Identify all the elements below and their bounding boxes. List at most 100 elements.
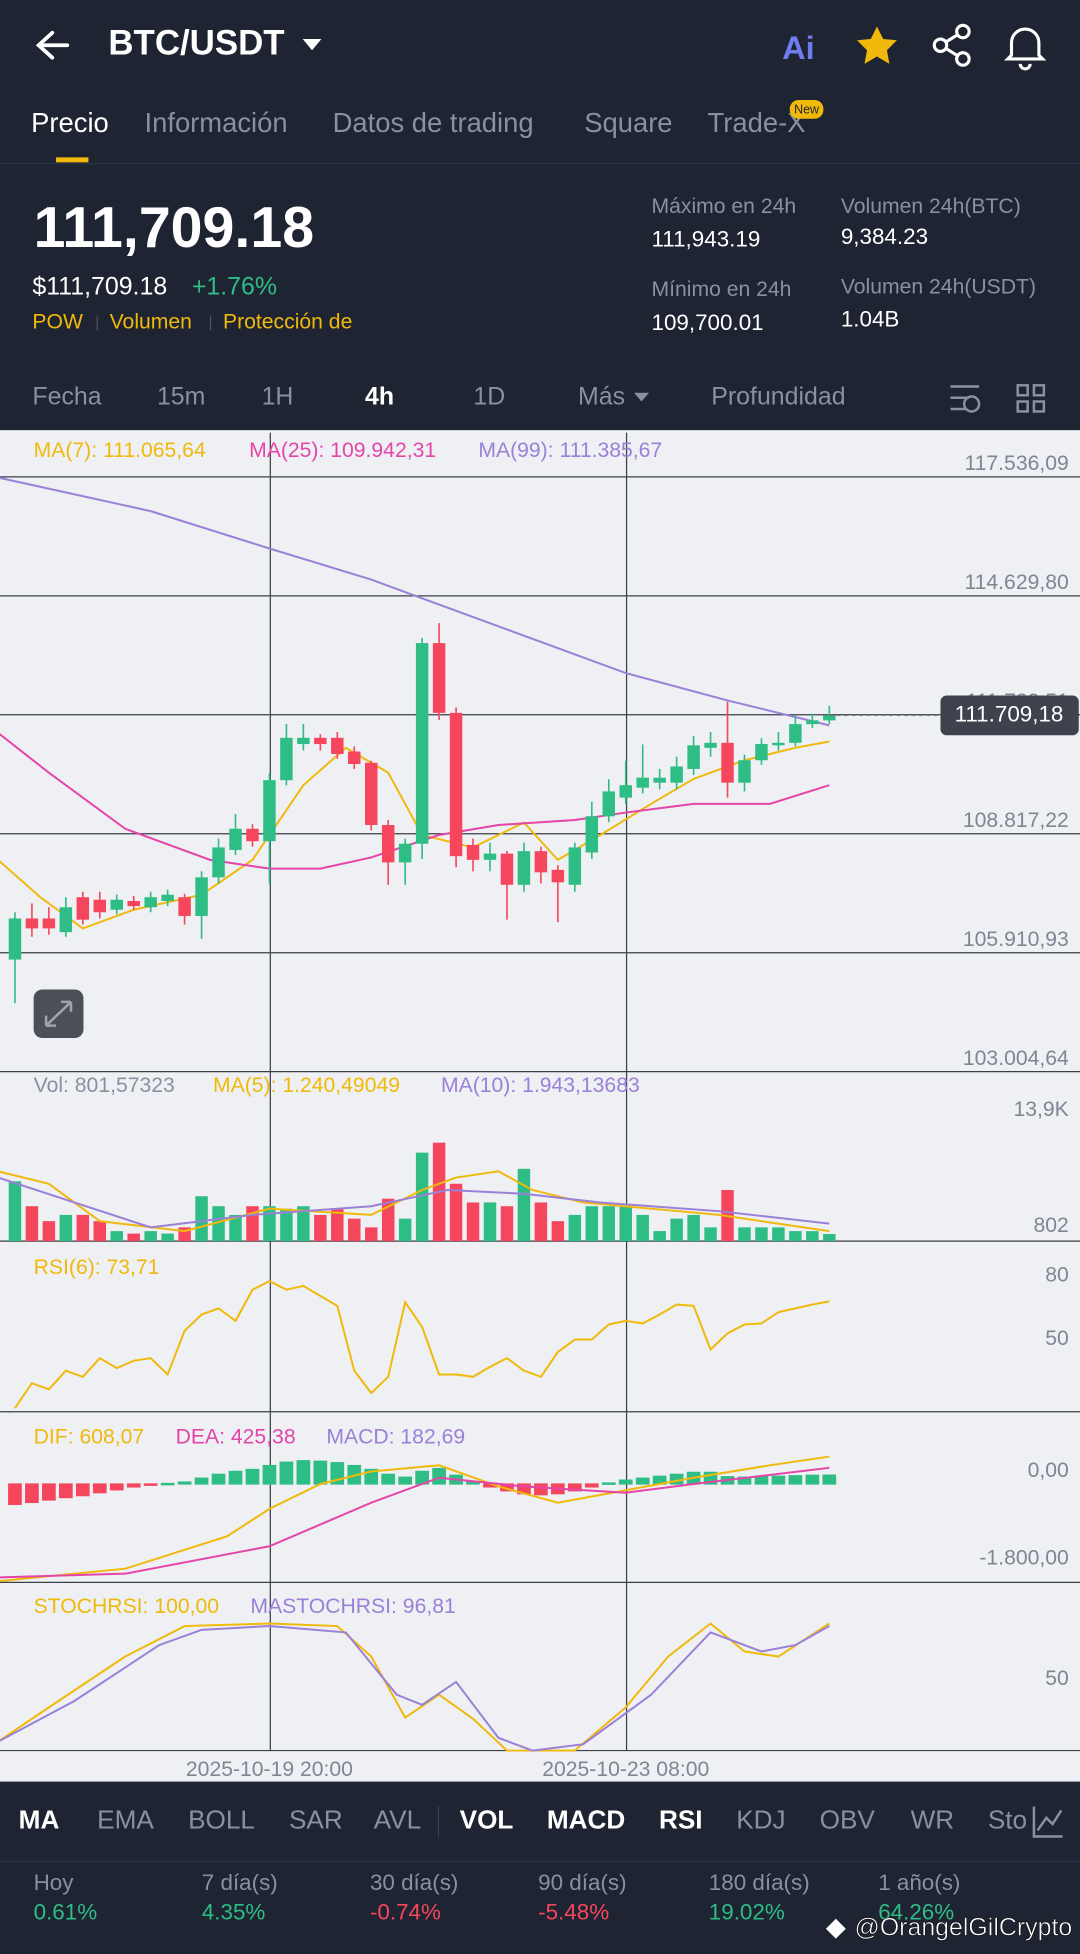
indicator-toggle[interactable]: KDJ	[736, 1804, 785, 1834]
tag[interactable]: POW	[32, 311, 83, 334]
interval[interactable]: 1H	[262, 382, 294, 410]
interval[interactable]: Más	[578, 382, 625, 410]
interval[interactable]: 1D	[473, 382, 505, 410]
volume-bar	[449, 1183, 463, 1242]
tab[interactable]: Información	[144, 107, 287, 138]
macd-bar	[8, 1483, 22, 1505]
macd-bar	[228, 1470, 243, 1485]
chart-bg	[0, 430, 1080, 1782]
pair-title[interactable]: BTC/USDT	[108, 23, 284, 62]
volume-bar	[602, 1206, 615, 1242]
alert-bell[interactable]	[1003, 27, 1047, 71]
chart-type-button[interactable]	[1032, 1806, 1063, 1838]
more-caret[interactable]	[634, 392, 649, 402]
volume-bar	[314, 1214, 327, 1242]
volume-bar	[704, 1227, 717, 1242]
ai-button[interactable]: Ai	[782, 30, 814, 66]
indicator-toggle[interactable]: Sto	[988, 1804, 1027, 1834]
indicator-toggle[interactable]: RSI	[659, 1804, 703, 1834]
macd-bar	[822, 1474, 837, 1485]
tag[interactable]: Volumen	[110, 311, 192, 334]
candle-body	[229, 828, 242, 850]
y-tick-label: 108.817,22	[963, 809, 1069, 832]
candle-body	[76, 897, 90, 920]
indicator-toggle[interactable]: SAR	[289, 1804, 343, 1834]
candle-body	[59, 907, 73, 933]
new-badge	[789, 100, 824, 119]
candle-body	[297, 737, 310, 745]
period-change: 0.61%	[34, 1900, 98, 1925]
volume-bar	[687, 1214, 700, 1242]
volume-bar	[738, 1227, 751, 1242]
candle-body	[415, 643, 429, 844]
interval-active[interactable]: 4h	[365, 382, 394, 410]
volume-bar	[670, 1218, 683, 1242]
indicator-line	[0, 1170, 830, 1233]
indicator-toggle[interactable]: WR	[911, 1804, 955, 1834]
indicator-toggle[interactable]: BOLL	[188, 1804, 255, 1834]
candle-body	[687, 745, 700, 769]
volume-bar	[110, 1231, 123, 1242]
volume-bar	[653, 1231, 666, 1242]
volume-bar	[500, 1206, 514, 1242]
candle-body	[127, 900, 140, 907]
period-change: -0.74%	[370, 1900, 441, 1925]
macd-bar	[534, 1483, 548, 1496]
tag[interactable]: Protección de	[223, 311, 352, 334]
volume-bar	[365, 1227, 378, 1242]
indicator-bar: MA EMA BOLL SAR AVL VOL MACD RSI KDJ OBV WR Sto	[19, 1804, 1027, 1834]
legend-entry: MA(99): 111.385,67	[478, 439, 662, 462]
indicator-toggle[interactable]: AVL	[374, 1804, 421, 1834]
indicator-settings[interactable]	[950, 385, 981, 413]
candle-body	[789, 724, 802, 743]
macd-bar	[92, 1483, 107, 1494]
macd-bar	[381, 1473, 396, 1485]
macd-bar	[398, 1476, 413, 1485]
indicator-toggle[interactable]: EMA	[97, 1804, 154, 1834]
candle-body	[772, 742, 785, 746]
y-tick-label: 117.536,09	[964, 452, 1068, 475]
candle-body	[500, 853, 514, 885]
tab[interactable]: Precio	[31, 107, 109, 138]
tab[interactable]: Square	[584, 107, 672, 138]
period-change: 4.35%	[202, 1900, 266, 1925]
macd-bar	[584, 1483, 599, 1488]
candle-body	[449, 712, 463, 857]
y-tick-label: 802	[1033, 1214, 1068, 1237]
interval[interactable]: 15m	[157, 382, 205, 410]
volume-bar	[297, 1206, 310, 1242]
expand-icon[interactable]	[44, 1000, 73, 1027]
stat-value: 1.04B	[841, 306, 900, 331]
share-button[interactable]	[932, 23, 971, 67]
x-tick-label: 2025-10-19 20:00	[186, 1758, 353, 1781]
pair-caret[interactable]	[302, 39, 322, 51]
stat-label: Mínimo en 24h	[651, 278, 791, 301]
favorite-star[interactable]	[857, 26, 897, 64]
header-bg	[0, 0, 1080, 431]
legend-entry: RSI(6): 73,71	[34, 1256, 160, 1279]
interval[interactable]: Profundidad	[711, 382, 845, 410]
interval[interactable]: Fecha	[32, 382, 101, 410]
volume-bar	[212, 1206, 225, 1242]
legend-entry: STOCHRSI: 100,00	[34, 1595, 219, 1618]
volume-bar	[348, 1218, 361, 1242]
volume-bar	[229, 1214, 242, 1242]
watermark-logo	[825, 1918, 846, 1939]
indicator-toggle[interactable]: OBV	[820, 1804, 876, 1834]
macd-bar	[211, 1473, 226, 1485]
stat-label: Volumen 24h(BTC)	[841, 195, 1021, 218]
tab[interactable]: Trade-X	[708, 107, 806, 138]
candle-body	[568, 847, 582, 885]
volume-bar	[483, 1202, 497, 1242]
candle-body	[110, 899, 123, 910]
layout-button[interactable]	[1016, 384, 1046, 413]
legend-entry: MA(7): 111.065,64	[34, 439, 206, 462]
indicator-toggle[interactable]: MACD	[547, 1804, 625, 1834]
indicator-toggle[interactable]: MA	[19, 1804, 60, 1834]
indicator-toggle[interactable]: VOL	[460, 1804, 514, 1834]
volume-bar	[636, 1214, 649, 1242]
legend-entry: Vol: 801,57323	[34, 1074, 175, 1097]
tab[interactable]: Datos de trading	[333, 107, 534, 138]
last-price: 111,709.18	[34, 196, 314, 260]
back-button[interactable]	[35, 30, 70, 60]
